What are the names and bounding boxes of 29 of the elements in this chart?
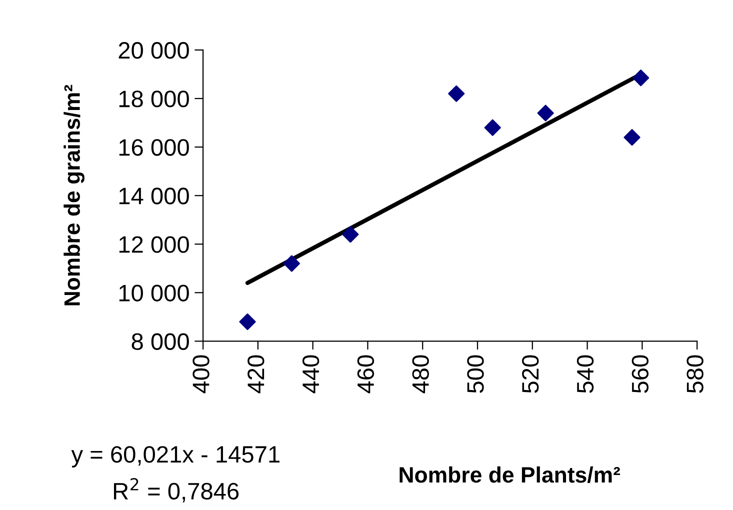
y-tick-label: 8 000 bbox=[132, 333, 189, 350]
y-tick-label: 20 000 bbox=[118, 42, 189, 59]
x-tick-label: 580 bbox=[686, 355, 704, 393]
x-tick-label: 400 bbox=[192, 355, 210, 394]
point bbox=[342, 226, 359, 243]
y-tick-label: 14 000 bbox=[119, 188, 189, 204]
text: y = 60,021x - 14571 bbox=[71, 446, 280, 468]
y-tick-label: 12 000 bbox=[119, 236, 189, 253]
x-tick-label: 500 bbox=[467, 355, 484, 393]
y-tick-label: 18 000 bbox=[119, 90, 189, 108]
x-axis-title: Nombre de Plants/m² bbox=[400, 466, 620, 483]
x-tick-label: 440 bbox=[302, 355, 320, 394]
point bbox=[239, 313, 256, 330]
x-tick-label: 540 bbox=[576, 355, 594, 393]
y-tick-label: 16 000 bbox=[119, 139, 189, 156]
point bbox=[632, 70, 650, 86]
text: R$^{2}$ = 0,7846 bbox=[114, 478, 239, 502]
y-axis-title: Nombre de grains/m² bbox=[64, 84, 84, 306]
point bbox=[624, 129, 640, 146]
x-tick-label: 560 bbox=[632, 355, 649, 393]
point bbox=[448, 85, 465, 102]
x-tick-label: 520 bbox=[522, 355, 539, 393]
point bbox=[484, 119, 501, 136]
point bbox=[283, 255, 300, 272]
point bbox=[537, 104, 554, 122]
x-tick-label: 460 bbox=[357, 355, 374, 394]
x-tick-label: 480 bbox=[412, 355, 429, 394]
x-tick-label: 420 bbox=[248, 355, 264, 394]
y-tick-label: 10 000 bbox=[119, 284, 189, 302]
